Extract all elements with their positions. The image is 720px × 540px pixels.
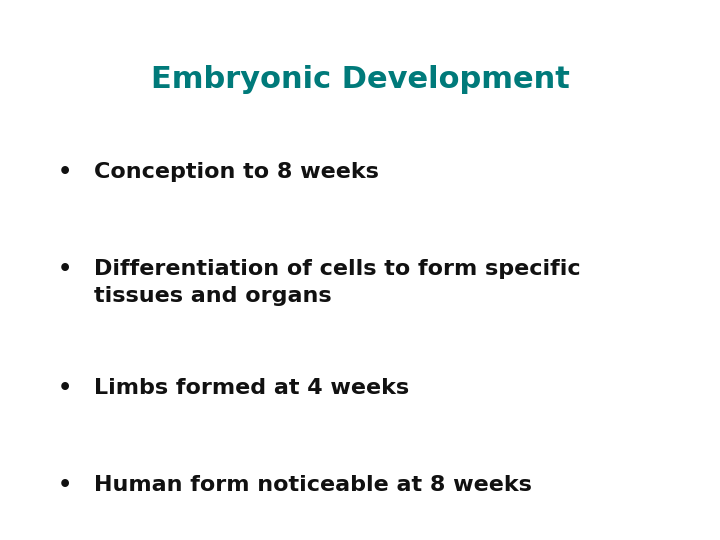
Text: Differentiation of cells to form specific
tissues and organs: Differentiation of cells to form specifi… [94, 259, 580, 306]
Text: •: • [58, 259, 72, 279]
Text: Limbs formed at 4 weeks: Limbs formed at 4 weeks [94, 378, 409, 398]
Text: •: • [58, 378, 72, 398]
Text: Conception to 8 weeks: Conception to 8 weeks [94, 162, 379, 182]
Text: Embryonic Development: Embryonic Development [150, 65, 570, 94]
Text: Human form noticeable at 8 weeks: Human form noticeable at 8 weeks [94, 475, 531, 495]
Text: •: • [58, 162, 72, 182]
Text: •: • [58, 475, 72, 495]
